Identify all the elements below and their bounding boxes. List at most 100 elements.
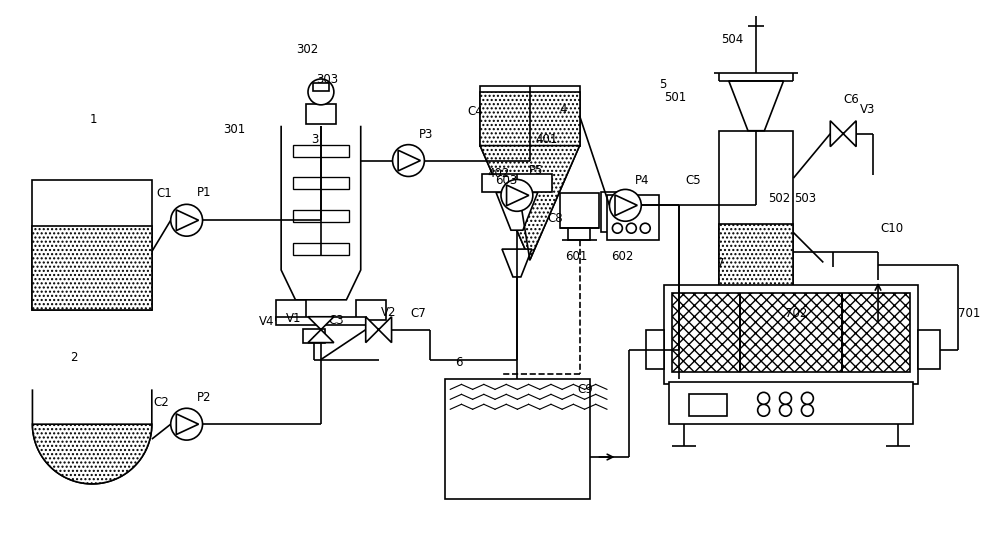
Bar <box>313 83 329 91</box>
Text: V3: V3 <box>860 103 875 116</box>
Bar <box>276 300 306 320</box>
Polygon shape <box>496 193 538 230</box>
Text: C7: C7 <box>410 307 426 320</box>
Text: 603: 603 <box>495 174 517 187</box>
Text: 401: 401 <box>536 133 558 146</box>
Text: P4: P4 <box>635 174 650 187</box>
Text: C1: C1 <box>157 187 173 200</box>
Circle shape <box>780 392 791 404</box>
Bar <box>607 195 659 240</box>
Bar <box>568 228 590 240</box>
Bar <box>482 174 552 193</box>
Text: 3: 3 <box>311 133 318 146</box>
Polygon shape <box>729 81 784 131</box>
Text: P5: P5 <box>529 164 543 178</box>
Text: 303: 303 <box>316 73 338 86</box>
Bar <box>664 285 918 384</box>
Bar <box>293 144 349 157</box>
Text: V1: V1 <box>286 312 302 325</box>
Text: 602: 602 <box>611 250 634 263</box>
Text: C9: C9 <box>578 384 593 396</box>
Bar <box>669 383 913 424</box>
Circle shape <box>609 189 641 221</box>
Bar <box>303 328 325 342</box>
Circle shape <box>501 179 533 211</box>
Bar <box>918 330 940 370</box>
Polygon shape <box>366 317 392 342</box>
Text: C3: C3 <box>328 314 344 327</box>
Text: 5: 5 <box>659 78 667 91</box>
Circle shape <box>780 404 791 416</box>
Bar <box>293 178 349 189</box>
Text: 601: 601 <box>565 250 587 263</box>
Circle shape <box>612 223 622 233</box>
Bar <box>293 243 349 255</box>
Bar <box>32 180 152 310</box>
Text: P3: P3 <box>418 128 433 141</box>
Circle shape <box>758 392 770 404</box>
Text: C5: C5 <box>685 174 701 187</box>
Bar <box>601 193 619 232</box>
Polygon shape <box>308 317 334 342</box>
Text: 302: 302 <box>296 43 318 56</box>
Text: 504: 504 <box>721 33 743 46</box>
Text: C4: C4 <box>467 105 483 118</box>
Circle shape <box>308 79 334 105</box>
Polygon shape <box>502 249 532 277</box>
Text: 6: 6 <box>455 356 463 370</box>
Bar <box>32 226 152 310</box>
Text: P1: P1 <box>197 186 211 200</box>
Text: 702: 702 <box>785 307 807 320</box>
Polygon shape <box>615 195 637 216</box>
Polygon shape <box>176 210 199 231</box>
Text: 503: 503 <box>794 192 817 205</box>
Text: 2: 2 <box>70 351 78 364</box>
Bar <box>724 318 788 335</box>
Text: 701: 701 <box>958 307 980 320</box>
Text: 7: 7 <box>717 257 724 270</box>
PathPatch shape <box>32 424 152 484</box>
Bar <box>480 92 580 146</box>
Bar <box>276 317 366 325</box>
Text: 1: 1 <box>90 113 98 126</box>
Circle shape <box>626 223 636 233</box>
Bar <box>356 300 386 320</box>
Text: 301: 301 <box>223 123 246 136</box>
Polygon shape <box>480 146 580 260</box>
Text: 402: 402 <box>487 167 509 180</box>
Circle shape <box>171 408 203 440</box>
Bar <box>646 330 664 370</box>
Text: C10: C10 <box>880 222 903 235</box>
Circle shape <box>640 223 650 233</box>
Polygon shape <box>398 150 420 171</box>
Polygon shape <box>830 121 856 147</box>
Polygon shape <box>176 414 199 434</box>
Text: P2: P2 <box>197 391 211 404</box>
Text: 4: 4 <box>560 103 567 116</box>
Bar <box>306 104 336 124</box>
Bar <box>689 394 727 416</box>
Bar <box>719 224 793 300</box>
Bar <box>560 193 599 228</box>
Text: C2: C2 <box>154 396 170 409</box>
Circle shape <box>801 404 813 416</box>
Bar <box>480 86 580 146</box>
Polygon shape <box>480 146 580 260</box>
Bar <box>445 379 590 499</box>
Text: V2: V2 <box>381 305 396 319</box>
PathPatch shape <box>281 126 361 300</box>
Bar <box>293 210 349 222</box>
Bar <box>719 131 793 300</box>
Circle shape <box>171 204 203 236</box>
Bar <box>709 306 803 318</box>
Text: C8: C8 <box>548 212 563 225</box>
Polygon shape <box>507 185 529 206</box>
Bar <box>672 293 910 372</box>
Text: 502: 502 <box>769 192 791 205</box>
Text: 501: 501 <box>664 91 686 104</box>
Circle shape <box>801 392 813 404</box>
Text: C6: C6 <box>843 93 859 106</box>
Text: V4: V4 <box>259 315 275 327</box>
PathPatch shape <box>32 389 152 484</box>
Circle shape <box>393 144 424 177</box>
